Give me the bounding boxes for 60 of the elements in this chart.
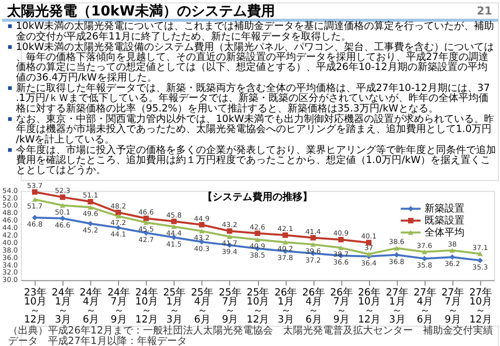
- x-tick-label: 25年4月～6月: [190, 286, 214, 326]
- point: [199, 228, 204, 234]
- x-tick-label: 24年10月～12月: [135, 286, 158, 326]
- point: [88, 198, 94, 204]
- text: なお、東京・中部・関西電力管内以外では、10kW未満でも出力制御対応機器の設置が求められている。昨年度は機器が市場未投入であったため、太陽光発電協会へのヒアリングを踏まえ、追加費用として1.0万円/kWを計上している。: [16, 113, 494, 146]
- point: [32, 189, 38, 195]
- x-tick-label: 24年1月～3月: [52, 286, 74, 326]
- point: [226, 234, 232, 239]
- point: [254, 237, 260, 242]
- point: [338, 236, 344, 242]
- x-tick-label: 26年7月～9月: [330, 286, 353, 326]
- x-tick-label: 25年7月～9月: [218, 286, 242, 326]
- point: [32, 214, 38, 220]
- point: [60, 203, 66, 208]
- point: [171, 218, 177, 224]
- x-tick-label: 25年10月～12月: [246, 286, 270, 326]
- point: [60, 194, 66, 200]
- point: [143, 216, 149, 222]
- point: [116, 224, 121, 230]
- point: [282, 240, 288, 245]
- text: 今年度は、市場に投入予定の価格を多くの企業が発表しており、業界ヒアリング等で昨年度と同条件で追加費用を確認したところ、追加費用は約１万円程度であったことから、想定値（1.0万円/kW）を据え置くこととしてはどうか。: [16, 144, 496, 176]
- legend-label: 新築設置: [424, 202, 465, 215]
- x-tick-label: 25年1月～3月: [163, 286, 186, 326]
- x-tick-label: 27年7月～9月: [441, 286, 464, 326]
- legend-label: 既築設置: [424, 214, 465, 227]
- text: （出典）平成26年12月まで：一般社団法人太陽光発電協会 太陽光発電普及拡大センター 補助金交付実績データ 平成27年1月以降：年報データ: [8, 324, 494, 346]
- point: [116, 210, 121, 216]
- x-tick-label: 27年10月～12月: [469, 286, 492, 326]
- text: 新たに取得した年報データでは、新築・既築両方を含む全体の平均価格は、平成27年10-12月期には、37.1万円/ｋＷまで低下している。年報データでは、新築・既築の区分がされていないが、昨年の全体平均価格に対する新築価格の比率（95.2%）を用いて推計すると、新築価格は35.3万円/kWとなる。: [14, 82, 490, 114]
- point: [394, 246, 400, 251]
- point: [310, 235, 316, 240]
- point: [88, 204, 94, 210]
- x-tick-label: 26年4月～6月: [302, 286, 325, 326]
- point: [199, 222, 204, 228]
- legend-label: 全体平均: [424, 226, 465, 239]
- text: 10kW未満の太陽光発電設備のシステム費用（太陽光パネル、パワコン、架台、工事費を含む）については、毎年の価格下落傾向を見越して、その直近の新築設置の平均データを採用しており、平成27年度の調達価格の算定に当たっての想定値としては（以下、想定値とする）、平成26年10-12月期の新築設置の平均値の36.4万円/kWを採用した。: [16, 40, 494, 84]
- point: [310, 242, 316, 247]
- point: [366, 252, 372, 256]
- point: [338, 245, 344, 250]
- point: [450, 248, 456, 253]
- text: 21: [476, 4, 492, 18]
- point: [282, 232, 288, 238]
- point: [477, 251, 483, 256]
- chart-subtitle: 【システム費用の推移】: [202, 190, 312, 203]
- x-tick-label: 26年1月～3月: [274, 286, 298, 326]
- x-tick-label: 23年10月～12月: [24, 286, 47, 326]
- point: [422, 250, 428, 254]
- x-tick-label: 24年4月～6月: [80, 286, 102, 326]
- x-tick-label: 27年1月～3月: [386, 286, 408, 326]
- x-tick-label: 27年4月～6月: [414, 286, 436, 326]
- x-tick-label: 24年7月～9月: [107, 286, 130, 326]
- point: [116, 214, 121, 219]
- point: [143, 220, 149, 225]
- point: [32, 197, 38, 202]
- point: [226, 228, 232, 234]
- point: [171, 224, 177, 229]
- chart-title: 太陽光発電（10kW未満）のシステム費用: [6, 3, 275, 20]
- text: 10kW未満の太陽光発電については、これまでは補助金データを基に調達価格の算定を行っていたが、補助金の交付が平成26年11月に終了したため、新たに年報データを取得した。: [16, 20, 494, 42]
- x-tick-label: 26年10月～12月: [358, 286, 381, 326]
- point: [254, 230, 260, 236]
